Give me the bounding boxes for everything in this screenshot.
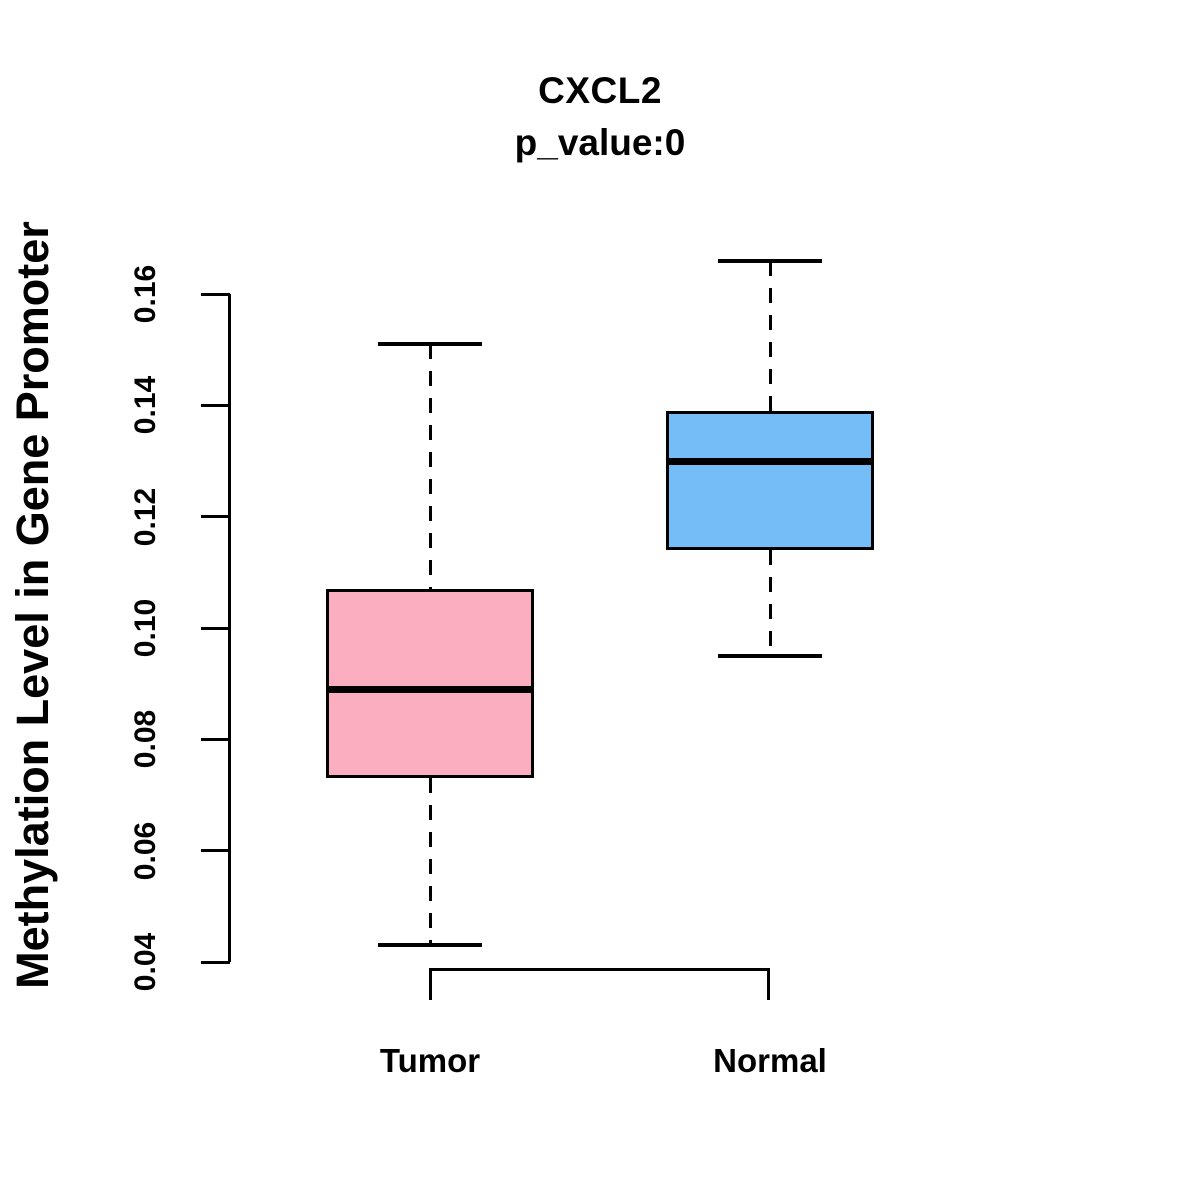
y-tick-mark [201,960,230,964]
y-tick-mark [201,403,230,407]
tumor-lower-whisker [428,778,432,946]
x-axis-bracket [429,968,770,1000]
y-tick-label: 0.08 [129,710,162,769]
y-tick-label: 0.06 [129,821,162,880]
normal-box [666,410,874,551]
y-tick-label: 0.14 [129,376,162,435]
y-tick-mark [201,737,230,741]
y-tick-label: 0.16 [129,264,162,324]
y-tick-mark [201,626,230,630]
tumor-median-line [326,685,534,693]
y-tick-mark [201,292,230,296]
y-tick-label: 0.04 [129,932,162,992]
tumor-box [326,589,534,779]
normal-lower-whisker [768,550,772,656]
y-tick-mark [201,515,230,519]
x-category-label-normal: Normal [713,1042,827,1079]
y-tick-label: 0.12 [129,487,162,546]
chart-subtitle: p_value:0 [514,122,686,163]
normal-upper-whisker [768,260,772,411]
x-category-label-tumor: Tumor [379,1042,481,1079]
chart-title: CXCL2 [538,70,662,111]
tumor-lower-whisker-cap [378,943,482,948]
y-tick-label: 0.10 [129,598,162,658]
y-tick-mark [201,849,230,853]
tumor-upper-whisker [428,344,432,590]
normal-median-line [666,457,874,465]
y-axis-label: Methylation Level in Gene Promoter [7,221,58,989]
normal-lower-whisker-cap [718,653,822,658]
